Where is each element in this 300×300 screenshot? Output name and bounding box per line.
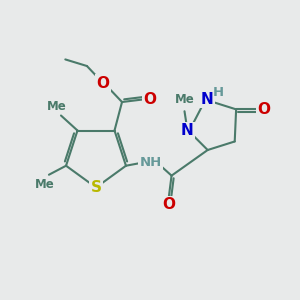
Text: Me: Me <box>46 100 66 112</box>
Text: O: O <box>162 197 175 212</box>
Text: N: N <box>201 92 213 106</box>
Text: O: O <box>97 76 110 91</box>
Text: Me: Me <box>34 178 54 191</box>
Text: O: O <box>144 92 157 106</box>
Text: Me: Me <box>175 93 195 106</box>
Text: O: O <box>257 102 270 117</box>
Text: S: S <box>91 180 101 195</box>
Text: H: H <box>212 86 224 99</box>
Text: N: N <box>181 123 194 138</box>
Text: NH: NH <box>140 156 162 169</box>
